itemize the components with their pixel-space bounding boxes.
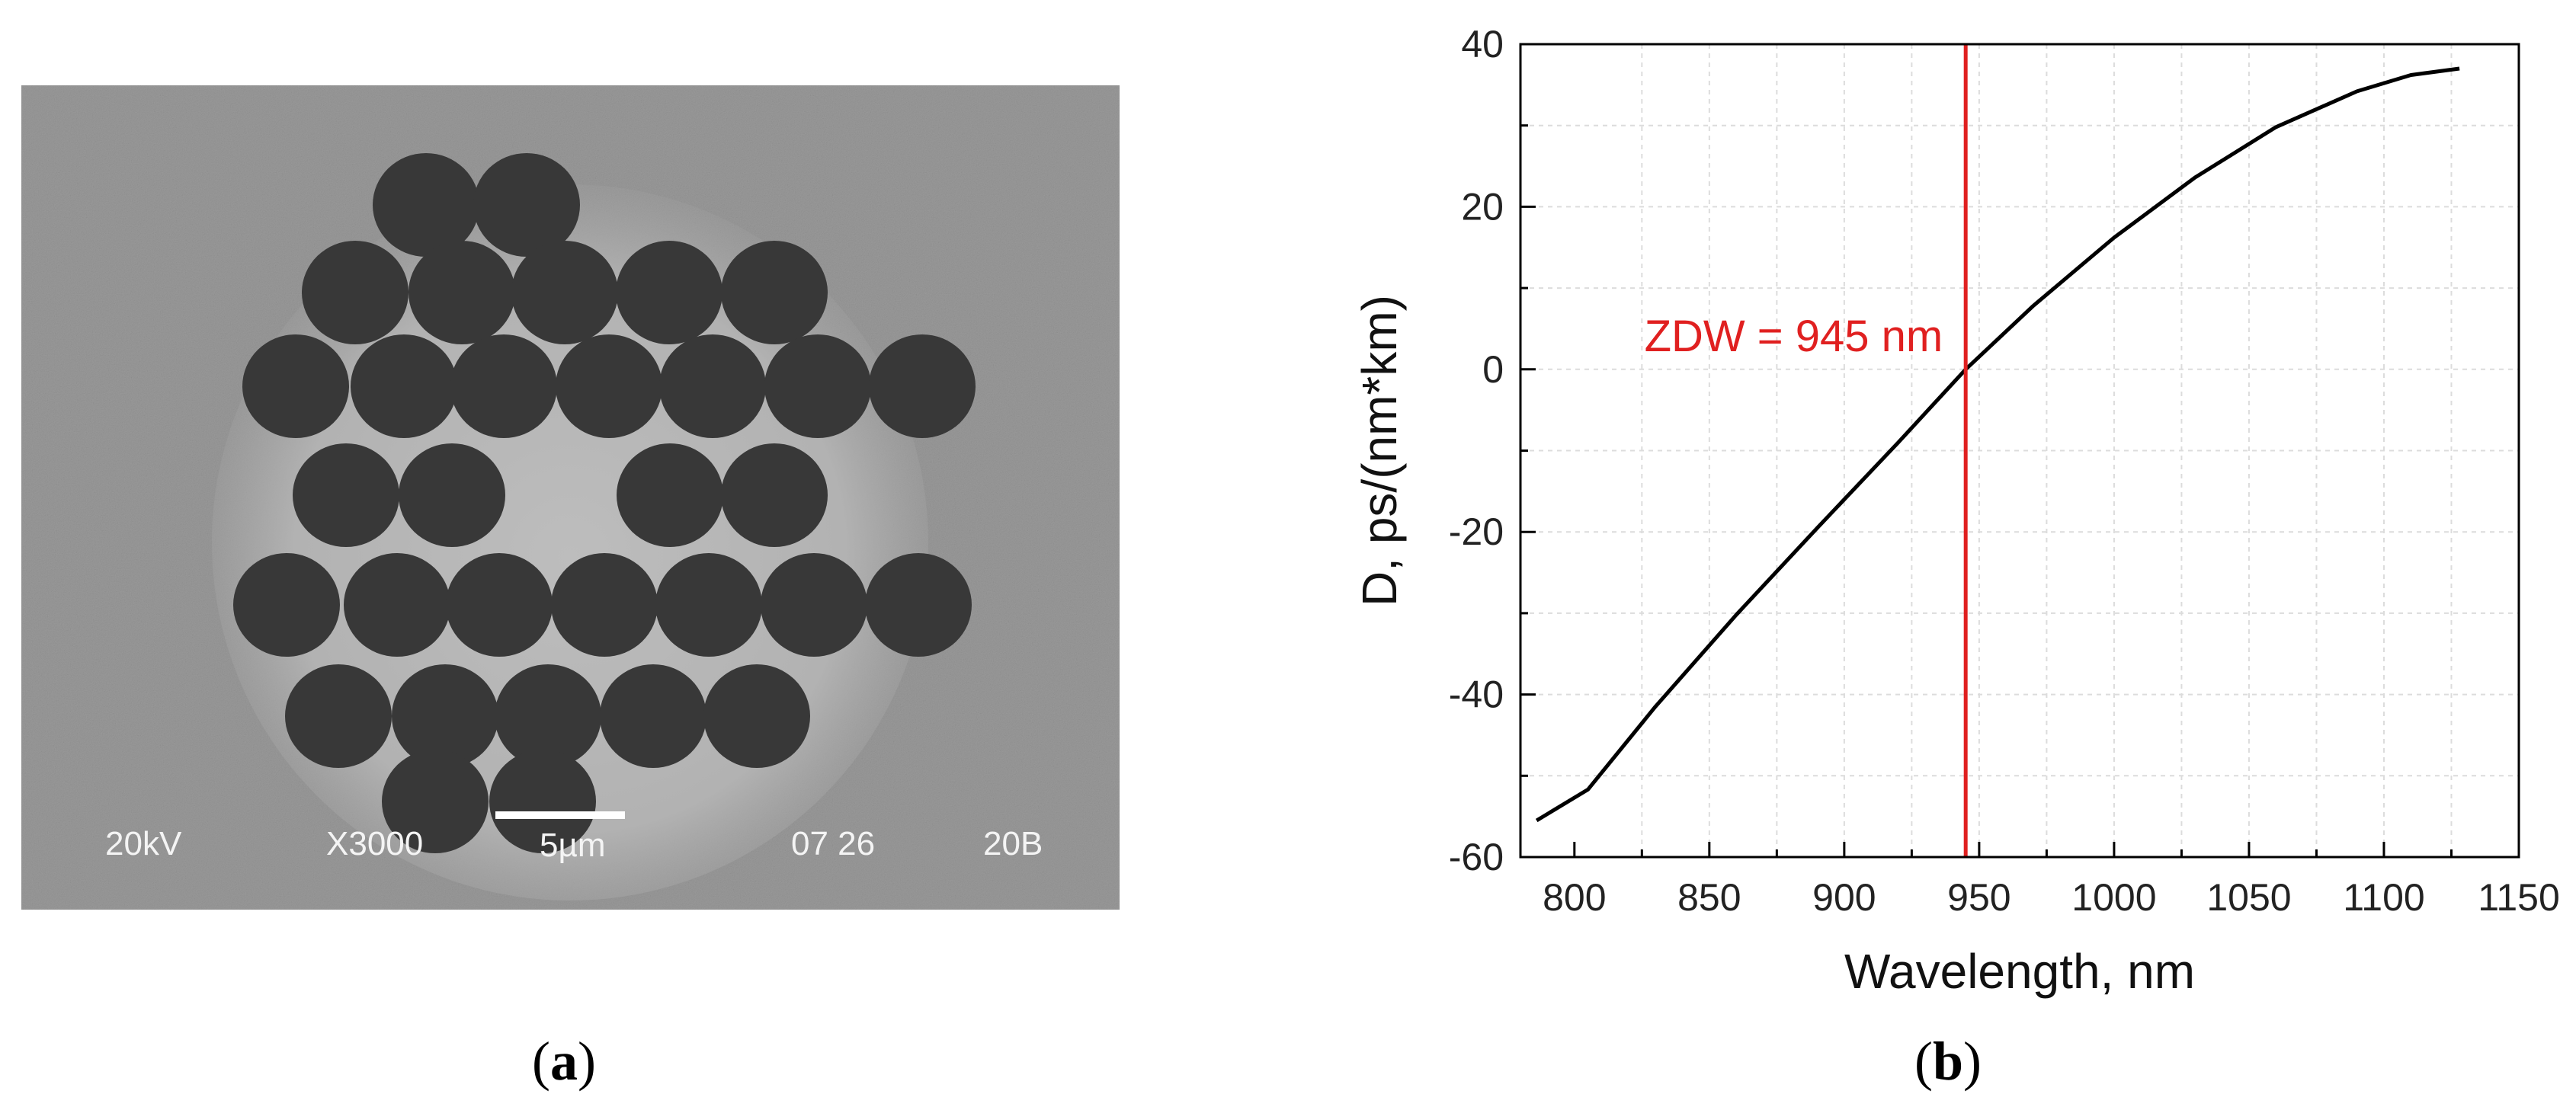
air-hole	[869, 334, 976, 438]
dispersion-chart-panel: ZDW = 945 nm 800 850 900 950 1000 1050 1100 115…	[1219, 0, 2576, 1036]
dispersion-curve	[1535, 66, 2460, 823]
air-hole	[600, 664, 706, 768]
air-hole	[556, 334, 662, 438]
air-hole	[382, 750, 489, 853]
zdw-label: ZDW = 945 nm	[1645, 312, 1943, 361]
sem-voltage: 20kV	[105, 825, 182, 862]
air-hole	[761, 553, 867, 657]
air-hole	[489, 750, 596, 853]
air-hole	[285, 664, 392, 768]
x-tick-label: 1000	[2071, 876, 2156, 919]
y-tick-label: -60	[1449, 836, 1504, 878]
air-hole	[495, 664, 601, 768]
air-hole	[446, 553, 553, 657]
x-axis-label: Wavelength, nm	[1844, 944, 2195, 999]
air-hole	[373, 153, 479, 257]
sem-code-2: 20B	[983, 825, 1043, 862]
panel-a-letter: a	[549, 1031, 578, 1092]
y-axis-label: D, ps/(nm*km)	[1352, 295, 1407, 606]
air-hole	[617, 443, 723, 547]
chart-series	[1535, 66, 2460, 823]
air-hole	[616, 241, 722, 344]
y-tick-label: 40	[1461, 23, 1504, 66]
sem-magnification: X3000	[326, 825, 423, 862]
sem-micrograph-panel: 20kV X3000 5µm 07 26 20B	[21, 85, 1120, 910]
air-hole	[344, 553, 450, 657]
air-hole	[865, 553, 972, 657]
air-hole	[511, 241, 618, 344]
air-hole	[655, 553, 762, 657]
x-tick-label: 1050	[2206, 876, 2291, 919]
x-tick-label: 1150	[2478, 876, 2560, 919]
chart-annotations: ZDW = 945 nm	[1645, 44, 1968, 857]
x-tick-label: 900	[1812, 876, 1876, 919]
x-tick-label: 950	[1947, 876, 2010, 919]
x-tick-label: 1100	[2343, 876, 2425, 919]
air-hole	[233, 553, 340, 657]
panel-b-letter: b	[1932, 1031, 1964, 1092]
air-hole	[703, 664, 810, 768]
sem-micrograph: 20kV X3000 5µm 07 26 20B	[21, 85, 1120, 910]
air-hole	[450, 334, 557, 438]
chart-grid	[1520, 44, 2519, 857]
scale-bar-label: 5µm	[540, 827, 605, 864]
chart-ticks: 800 850 900 950 1000 1050 1100 1150 -60 -40 -20 0 20…	[1449, 23, 2560, 919]
air-hole	[302, 241, 409, 344]
air-hole	[351, 334, 457, 438]
dispersion-chart: ZDW = 945 nm 800 850 900 950 1000 1050 1100 115…	[1352, 23, 2560, 999]
air-hole	[721, 241, 828, 344]
y-tick-label: 20	[1461, 185, 1504, 228]
y-tick-label: -20	[1449, 510, 1504, 553]
air-hole	[392, 664, 498, 768]
air-hole	[399, 443, 505, 547]
y-tick-label: 0	[1482, 348, 1504, 391]
air-hole	[659, 334, 766, 438]
air-hole	[721, 443, 828, 547]
sem-code-1: 07 26	[791, 825, 875, 862]
air-holes	[233, 153, 976, 853]
air-hole	[473, 153, 580, 257]
air-hole	[293, 443, 399, 547]
air-hole	[764, 334, 871, 438]
air-hole	[551, 553, 658, 657]
air-hole	[242, 334, 349, 438]
panel-a-caption: (a)	[532, 1031, 596, 1092]
air-hole	[409, 241, 515, 344]
x-tick-label: 800	[1543, 876, 1606, 919]
x-tick-label: 850	[1677, 876, 1741, 919]
y-tick-label: -40	[1449, 673, 1504, 716]
panel-b-caption: (b)	[1914, 1031, 1982, 1092]
